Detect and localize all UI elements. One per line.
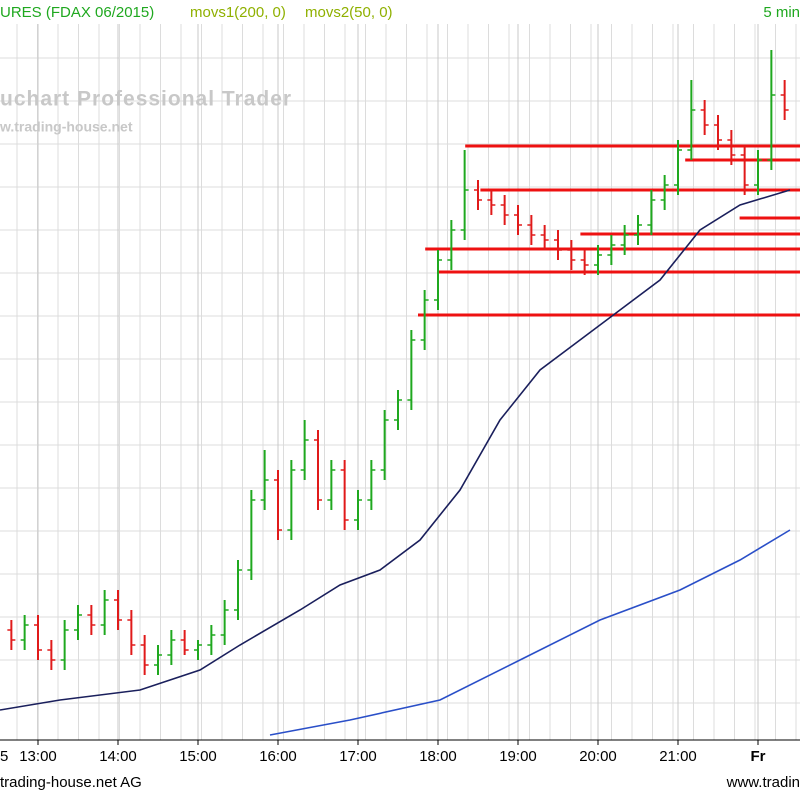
- x-tick-label: 17:00: [339, 748, 377, 765]
- indicator-label: movs1(200, 0): [190, 4, 286, 21]
- x-tick-label: Fr: [751, 748, 766, 765]
- indicator-label: movs2(50, 0): [305, 4, 393, 21]
- x-tick-label: 20:00: [579, 748, 617, 765]
- moving-average-line: [269, 529, 791, 736]
- interval-label: 5 min: [763, 4, 800, 21]
- x-tick-label: 21:00: [659, 748, 697, 765]
- moving-average-line: [0, 189, 791, 711]
- footer-left: trading-house.net AG: [0, 774, 142, 791]
- watermark: uchart Professional Trader: [0, 88, 292, 111]
- date-label: 5: [0, 748, 8, 765]
- chart-title: URES (FDAX 06/2015): [0, 4, 154, 21]
- watermark-url: w.trading-house.net: [0, 119, 133, 135]
- grid: [0, 24, 800, 740]
- footer-right: www.tradin: [726, 774, 800, 791]
- x-tick-label: 19:00: [499, 748, 537, 765]
- x-tick-label: 16:00: [259, 748, 297, 765]
- x-tick-label: 18:00: [419, 748, 457, 765]
- x-tick-label: 15:00: [179, 748, 217, 765]
- x-tick-label: 14:00: [99, 748, 137, 765]
- plot-area: [0, 50, 800, 736]
- x-tick-label: 13:00: [19, 748, 57, 765]
